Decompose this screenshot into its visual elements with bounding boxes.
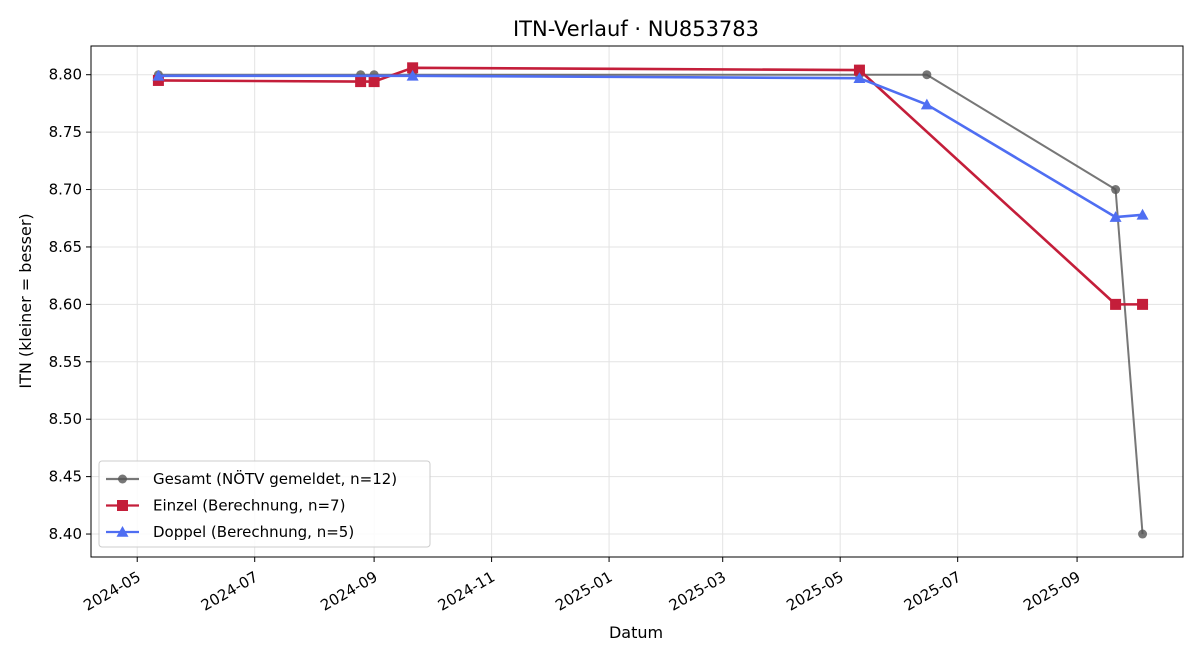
x-tick-label: 2025-07 <box>901 568 964 615</box>
plot-frame <box>90 45 1184 558</box>
x-tick-label: 2025-01 <box>552 568 615 615</box>
x-tick-label: 2025-03 <box>666 568 729 615</box>
x-tick-label: 2024-09 <box>317 568 380 615</box>
series-layer <box>152 62 1149 539</box>
data-point <box>406 69 419 81</box>
y-tick-label: 8.45 <box>49 468 82 486</box>
x-axis-ticks: 2024-05 2024-07 2024-09 2024-11 2025-01 2025-… <box>80 557 1084 615</box>
data-point <box>853 72 866 83</box>
series-doppel <box>152 69 1149 222</box>
y-axis-ticks: 8.40 8.45 8.50 8.55 8.60 8.65 8.70 8.75 8.80 <box>49 66 91 543</box>
chart-title: ITN-Verlauf · NU853783 <box>513 17 759 41</box>
legend: Gesamt (NÖTV gemeldet, n=12) Einzel (Bere… <box>98 460 431 548</box>
legend-label: Doppel (Berechnung, n=5) <box>153 523 354 541</box>
x-tick-label: 2024-05 <box>80 568 143 615</box>
data-point <box>1137 298 1149 310</box>
data-point <box>407 62 419 74</box>
series-einzel <box>152 62 1149 310</box>
x-tick-label: 2025-09 <box>1020 568 1083 615</box>
x-axis-label: Datum <box>609 623 663 642</box>
y-tick-label: 8.75 <box>49 123 82 141</box>
y-tick-label: 8.50 <box>49 410 82 428</box>
series-line <box>158 66 1143 306</box>
legend-label: Gesamt (NÖTV gemeldet, n=12) <box>153 469 397 488</box>
data-point <box>1138 529 1148 539</box>
data-point <box>1110 298 1122 310</box>
x-tick-label: 2025-05 <box>783 568 846 615</box>
data-point <box>1136 208 1149 220</box>
x-tick-label: 2024-11 <box>435 568 498 615</box>
y-tick-label: 8.70 <box>49 181 82 199</box>
x-tick-label: 2024-07 <box>198 568 261 615</box>
y-tick-label: 8.40 <box>49 525 82 543</box>
y-tick-label: 8.55 <box>49 353 82 371</box>
data-point <box>355 76 367 88</box>
data-point <box>920 98 933 110</box>
y-tick-label: 8.80 <box>49 66 82 84</box>
legend-box <box>98 460 431 548</box>
y-axis-label: ITN (kleiner = besser) <box>16 213 35 388</box>
y-tick-label: 8.65 <box>49 238 82 256</box>
data-point <box>1111 185 1121 195</box>
series-line <box>158 74 1143 219</box>
data-point <box>1109 211 1122 222</box>
legend-label: Einzel (Berechnung, n=7) <box>153 497 345 515</box>
data-point <box>152 69 165 81</box>
legend-marker <box>116 526 129 537</box>
data-point <box>922 70 932 80</box>
y-tick-label: 8.60 <box>49 295 82 313</box>
legend-marker <box>117 500 128 511</box>
data-point <box>853 64 865 76</box>
data-point <box>368 76 380 88</box>
legend-marker <box>118 474 127 484</box>
